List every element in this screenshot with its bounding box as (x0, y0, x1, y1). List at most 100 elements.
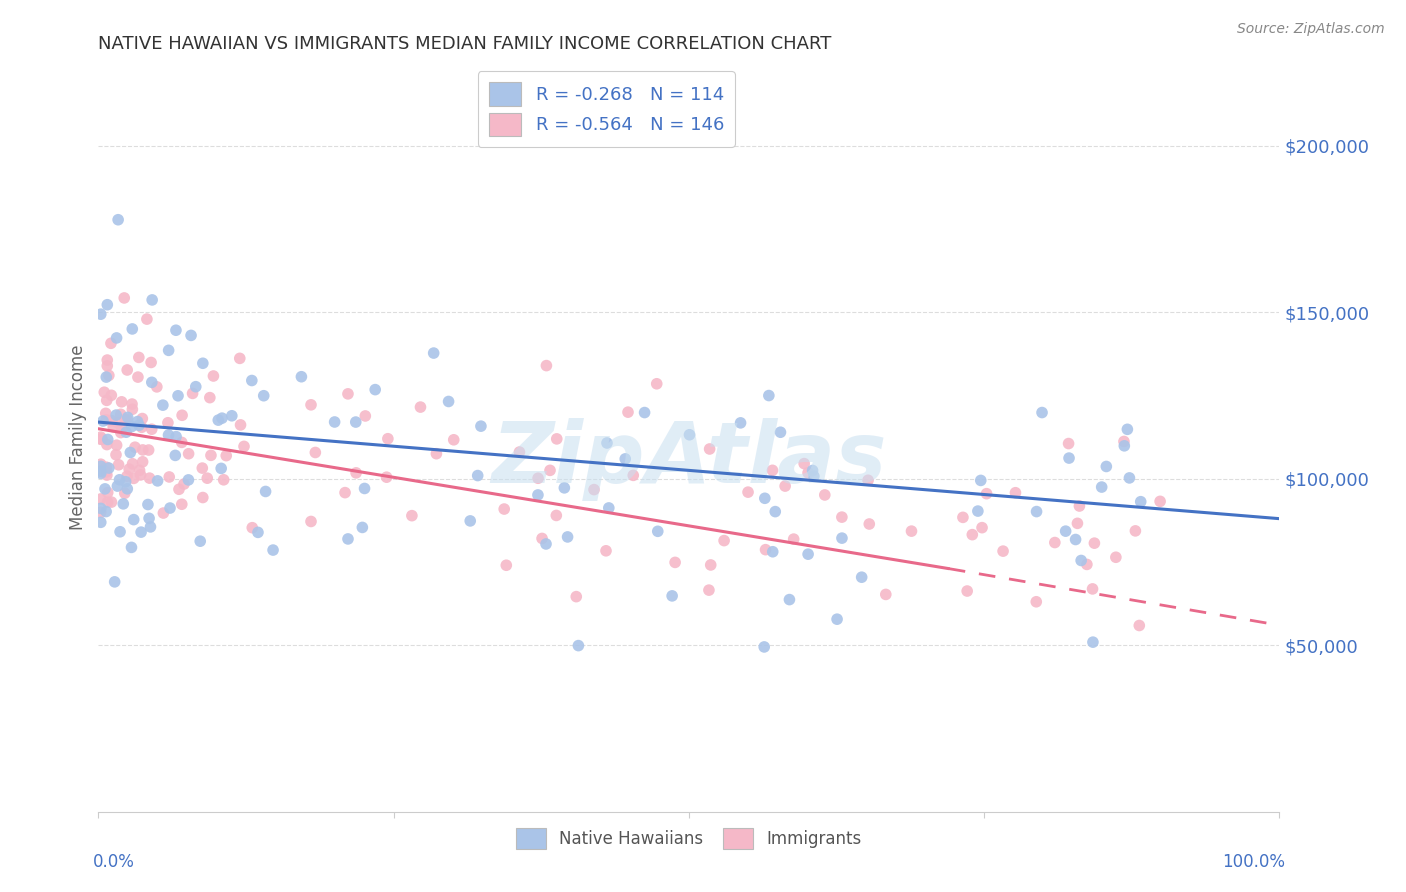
Point (115, 412, 138, 426)
Point (1025, 505, 1047, 519)
Point (157, 343, 180, 358)
Point (188, 534, 211, 549)
Point (527, 488, 550, 502)
Point (737, 485, 759, 500)
Point (167, 389, 190, 403)
Point (1064, 533, 1087, 547)
Point (131, 411, 153, 425)
Point (167, 483, 190, 497)
Point (96, 353, 118, 368)
Point (131, 455, 153, 469)
Point (633, 405, 655, 419)
Point (191, 356, 214, 370)
Point (364, 383, 387, 397)
Point (135, 312, 157, 326)
Text: ZipAtlas: ZipAtlas (491, 418, 887, 501)
Point (121, 419, 143, 434)
Point (129, 525, 152, 540)
Point (304, 445, 326, 459)
Point (976, 486, 998, 500)
Point (90, 516, 112, 530)
Point (141, 422, 163, 436)
Point (233, 439, 256, 453)
Point (90, 491, 112, 506)
Point (139, 520, 162, 534)
Point (121, 397, 143, 411)
Point (209, 461, 232, 475)
Point (1129, 494, 1152, 508)
Point (1081, 582, 1104, 596)
Point (124, 440, 146, 454)
Point (90, 459, 112, 474)
Point (1054, 524, 1077, 538)
Point (858, 516, 880, 531)
Point (165, 323, 187, 337)
Point (110, 394, 132, 409)
Point (730, 416, 752, 430)
Point (699, 558, 721, 572)
Point (645, 376, 668, 391)
Point (110, 425, 132, 440)
Point (157, 428, 180, 442)
Point (1128, 618, 1150, 632)
Point (96, 460, 118, 475)
Point (114, 475, 136, 489)
Point (1083, 536, 1105, 550)
Point (115, 469, 138, 483)
Point (121, 402, 143, 417)
Point (1095, 459, 1118, 474)
Point (114, 486, 136, 500)
Point (422, 346, 444, 360)
Point (1057, 451, 1080, 466)
Point (108, 473, 131, 487)
Point (814, 488, 837, 502)
Point (146, 380, 169, 394)
Point (856, 473, 879, 487)
Point (240, 521, 263, 535)
Point (754, 542, 776, 557)
Point (1114, 439, 1136, 453)
Point (105, 438, 128, 452)
Point (207, 413, 229, 427)
Point (1057, 436, 1080, 450)
Point (191, 491, 214, 505)
Point (90, 464, 112, 478)
Text: 0.0%: 0.0% (93, 853, 135, 871)
Point (96, 370, 118, 384)
Point (967, 504, 990, 518)
Point (617, 405, 640, 419)
Point (212, 473, 235, 487)
Point (94, 505, 117, 519)
Point (97, 485, 120, 500)
Point (131, 420, 153, 434)
Point (139, 355, 162, 369)
Point (132, 442, 155, 457)
Point (94, 406, 117, 420)
Point (180, 328, 202, 343)
Point (527, 471, 550, 485)
Point (323, 415, 346, 429)
Point (101, 414, 124, 428)
Point (104, 574, 127, 589)
Point (91, 432, 114, 446)
Point (582, 483, 605, 497)
Point (128, 351, 150, 365)
Point (557, 530, 579, 544)
Point (121, 322, 143, 336)
Point (165, 429, 187, 443)
Point (152, 506, 174, 520)
Legend: Native Hawaiians, Immigrants: Native Hawaiians, Immigrants (509, 822, 869, 855)
Point (553, 481, 575, 495)
Point (107, 458, 129, 472)
Point (97, 368, 120, 383)
Point (565, 590, 588, 604)
Point (191, 461, 214, 475)
Point (138, 443, 160, 458)
Point (344, 415, 367, 429)
Y-axis label: Median Family Income: Median Family Income (69, 344, 87, 530)
Point (1043, 535, 1066, 549)
Point (797, 466, 820, 480)
Point (117, 410, 139, 425)
Point (801, 463, 824, 477)
Point (103, 419, 125, 434)
